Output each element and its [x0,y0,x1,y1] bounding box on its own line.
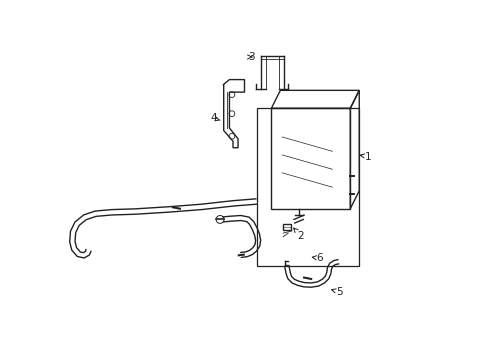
Text: 5: 5 [331,287,342,297]
Bar [282,224,290,230]
Text: 1: 1 [360,152,370,162]
Text: 3: 3 [247,52,254,62]
Text: 2: 2 [293,228,304,240]
Text: 4: 4 [210,113,220,123]
Text: 6: 6 [312,253,322,263]
